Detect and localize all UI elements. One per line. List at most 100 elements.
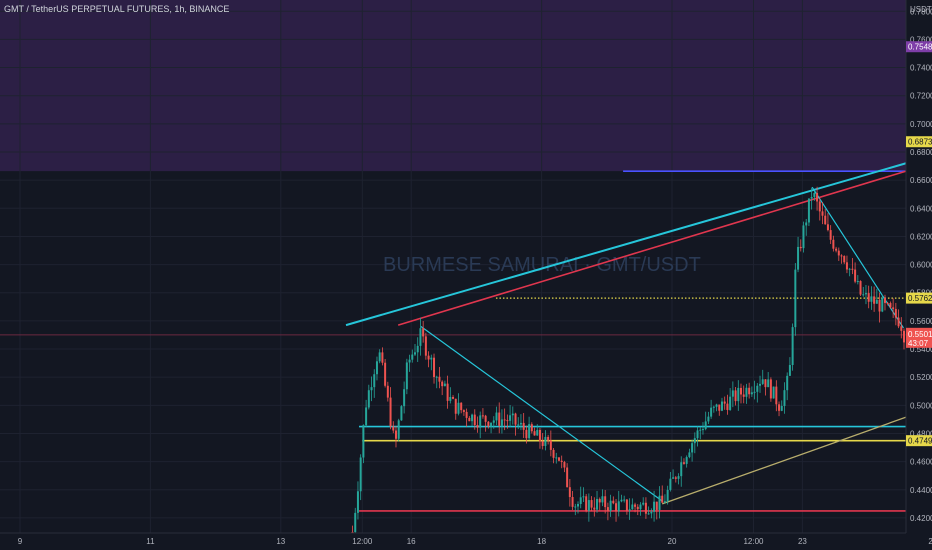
candle-body bbox=[644, 502, 647, 514]
price-tag-label: 0.6873 bbox=[908, 138, 932, 147]
candle-body bbox=[696, 430, 699, 439]
time-ticks: 9111312:0016182012:0023252712:0030Feb312… bbox=[18, 537, 932, 546]
trendline[interactable] bbox=[420, 326, 663, 502]
candle-body bbox=[506, 420, 509, 422]
time-tick-label: 11 bbox=[146, 537, 155, 546]
candle-body bbox=[446, 383, 449, 401]
time-tick-label: 16 bbox=[407, 537, 416, 546]
candle-body bbox=[797, 246, 800, 270]
candle-body bbox=[381, 352, 384, 363]
candle-body bbox=[367, 390, 370, 408]
candle-body bbox=[691, 443, 694, 453]
candle-body bbox=[571, 497, 574, 507]
candle-body bbox=[403, 389, 406, 407]
candle-body bbox=[829, 230, 832, 240]
countdown-label: 43:07 bbox=[908, 339, 929, 348]
horizontal-levels[interactable] bbox=[0, 141, 932, 512]
candle-body bbox=[438, 376, 441, 382]
candle-body bbox=[462, 410, 465, 412]
candle-body bbox=[875, 299, 878, 304]
time-tick-label: 12:00 bbox=[352, 537, 373, 546]
candle-body bbox=[354, 512, 357, 533]
candle-body bbox=[384, 362, 387, 386]
candle-body bbox=[503, 419, 506, 421]
candle-body bbox=[816, 193, 819, 202]
candle-body bbox=[623, 499, 626, 501]
candle-body bbox=[405, 362, 408, 390]
candle-body bbox=[742, 394, 745, 397]
candle-body bbox=[682, 462, 685, 464]
candle-body bbox=[794, 269, 797, 328]
candle-body bbox=[386, 385, 389, 398]
candle-body bbox=[617, 501, 620, 512]
candle-body bbox=[596, 498, 599, 510]
candle-body bbox=[552, 449, 555, 458]
candle-body bbox=[870, 296, 873, 302]
candle-body bbox=[422, 328, 425, 337]
candle-body bbox=[666, 489, 669, 502]
candle-body bbox=[457, 402, 460, 414]
trendline[interactable] bbox=[811, 186, 904, 329]
candle-body bbox=[824, 215, 827, 225]
grid bbox=[0, 0, 906, 533]
candle-body bbox=[813, 193, 816, 197]
candle-body bbox=[479, 415, 482, 428]
candle-body bbox=[693, 438, 696, 444]
candle-body bbox=[786, 375, 789, 391]
time-axis[interactable] bbox=[0, 533, 932, 550]
chart-title: GMT / TetherUS PERPETUAL FUTURES, 1h, BI… bbox=[4, 4, 229, 14]
candle-body bbox=[522, 422, 525, 430]
candle-body bbox=[373, 374, 376, 388]
candle-body bbox=[862, 294, 865, 296]
candle-body bbox=[780, 405, 783, 411]
candle-body bbox=[514, 413, 517, 425]
candle-body bbox=[807, 198, 810, 223]
candle-body bbox=[547, 436, 550, 441]
candle-body bbox=[481, 415, 484, 417]
candle-body bbox=[625, 499, 628, 511]
candle-body bbox=[650, 511, 653, 514]
candle-body bbox=[799, 246, 802, 249]
candle-body bbox=[476, 425, 479, 428]
candle-body bbox=[788, 365, 791, 376]
candle-body bbox=[750, 392, 753, 395]
candle-body bbox=[408, 359, 411, 363]
trendline[interactable] bbox=[662, 176, 932, 505]
candle-body bbox=[769, 379, 772, 399]
candle-body bbox=[802, 225, 805, 249]
candle-body bbox=[672, 477, 675, 479]
candle-body bbox=[392, 426, 395, 431]
candle-body bbox=[465, 411, 468, 418]
candle-body bbox=[878, 299, 881, 312]
trendline[interactable] bbox=[397, 0, 932, 326]
candle-body bbox=[549, 440, 552, 450]
price-tag bbox=[906, 292, 932, 304]
candle-body bbox=[723, 401, 726, 404]
candle-body bbox=[544, 436, 547, 446]
candle-body bbox=[889, 303, 892, 308]
candle-body bbox=[704, 421, 707, 430]
candle-body bbox=[577, 503, 580, 507]
candle-body bbox=[414, 352, 417, 355]
candle-body bbox=[867, 293, 870, 302]
time-tick-label: 13 bbox=[276, 537, 285, 546]
candle-body bbox=[669, 478, 672, 490]
candle-body bbox=[500, 419, 503, 426]
price-tag-label: 0.4749 bbox=[908, 437, 932, 446]
candle-body bbox=[609, 500, 612, 511]
candle-body bbox=[778, 404, 781, 411]
candle-body bbox=[615, 503, 618, 512]
candle-body bbox=[568, 487, 571, 498]
candle-body bbox=[365, 407, 368, 426]
candle-body bbox=[433, 357, 436, 378]
candle-body bbox=[536, 429, 539, 436]
candle-body bbox=[639, 504, 642, 510]
candle-body bbox=[528, 424, 531, 439]
candle-body bbox=[759, 383, 762, 386]
candle-body bbox=[840, 255, 843, 257]
price-tag bbox=[906, 41, 932, 53]
